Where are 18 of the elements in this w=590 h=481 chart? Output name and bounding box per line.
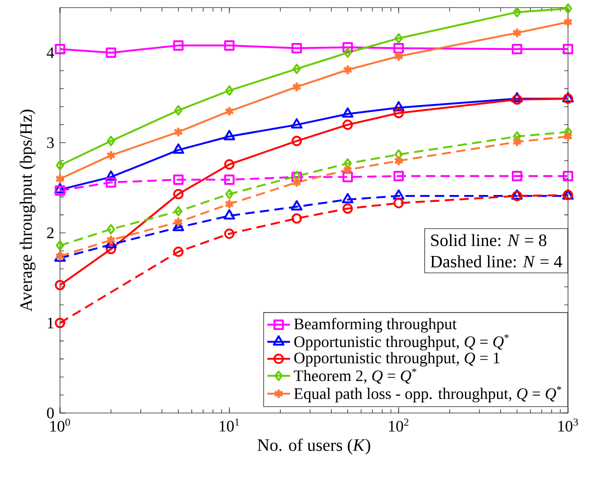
- x-tick-label: 10$^{1}$: [220, 418, 240, 432]
- x-axis-title: No. of users (K): [258, 438, 370, 454]
- x-tick-label: 10$^{2}$: [389, 418, 408, 432]
- annotation: Solid line: N = 8: [431, 234, 546, 246]
- legend-label: Opportunistic throughput, Q = 1: [294, 352, 500, 367]
- legend-label: Beamforming throughput: [294, 318, 457, 333]
- x-tick-label: 10$^{3}$: [558, 418, 578, 432]
- y-tick-label: 4: [46, 47, 54, 58]
- y-tick-label: 3: [47, 137, 54, 148]
- legend-label: Theorem 2, Q = Q$^{*}$: [294, 368, 416, 384]
- x-tick-label: 10$^{0}$: [50, 418, 70, 432]
- y-tick-label: 1: [48, 318, 54, 328]
- annotation: Dashed line: N = 4: [430, 255, 562, 268]
- y-tick-label: 0: [47, 408, 54, 418]
- y-axis-title: Average throughput (bps/Hz): [20, 110, 36, 312]
- legend-label: Opportunistic throughput, Q = Q$^{*}$: [294, 334, 509, 350]
- y-tick-label: 2: [47, 228, 54, 238]
- legend-label: Equal path loss - opp. throughput, Q = Q$^{*}$: [294, 386, 562, 402]
